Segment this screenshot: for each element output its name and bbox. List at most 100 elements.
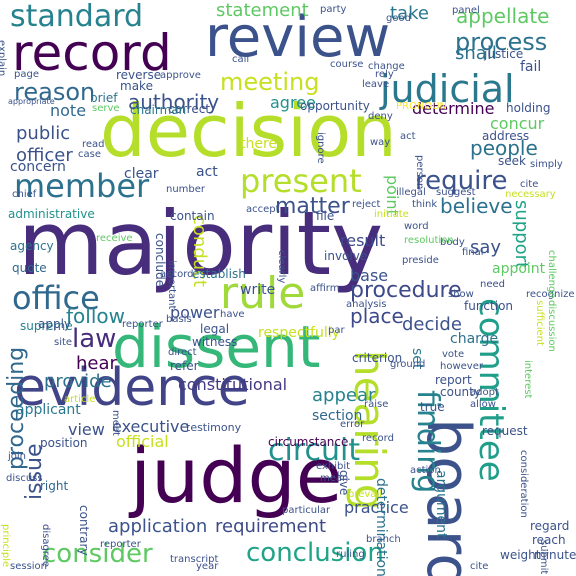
word-cloud-word: make <box>120 79 153 93</box>
word-cloud-word: agree <box>270 93 316 112</box>
word-cloud-word: important <box>166 260 177 310</box>
word-cloud-word: appropriate <box>8 97 55 106</box>
word-cloud-word: law <box>72 324 117 354</box>
word-cloud-word: show <box>448 289 474 300</box>
word-cloud-word: clear <box>124 166 159 182</box>
word-cloud-word: page <box>14 69 39 80</box>
word-cloud-word: justice <box>484 47 524 61</box>
word-cloud-word: seek <box>498 154 526 168</box>
word-cloud-word: right <box>40 479 69 493</box>
word-cloud-word: serve <box>92 103 120 114</box>
word-cloud-word: contrary <box>77 505 91 556</box>
word-cloud-word: request <box>482 424 528 438</box>
word-cloud-word: initiate <box>374 209 409 220</box>
word-cloud-word: refer <box>170 359 199 373</box>
word-cloud-word: concern <box>10 159 66 175</box>
word-cloud-word: respectfully <box>258 325 340 341</box>
word-cloud-word: join <box>8 451 27 462</box>
word-cloud-word: application <box>108 516 208 537</box>
word-cloud-word: judicial <box>380 67 515 111</box>
word-cloud-word: fail <box>520 59 542 75</box>
word-cloud-word: address <box>482 129 530 143</box>
word-cloud-word: act <box>196 164 218 180</box>
word-cloud-word: true <box>420 400 445 414</box>
word-cloud-word: provide <box>44 371 112 392</box>
word-cloud-word: judge <box>130 431 343 520</box>
word-cloud-word: constitutional <box>178 375 288 394</box>
word-cloud-word: cite <box>470 561 489 572</box>
word-cloud-word: shall <box>455 43 497 64</box>
word-cloud-word: practice <box>344 498 409 517</box>
word-cloud-word: approve <box>160 70 201 81</box>
word-cloud-word: basis <box>166 314 192 325</box>
word-cloud-word: accept <box>246 204 280 215</box>
word-cloud-word: ignore <box>315 132 326 164</box>
word-cloud-word: meeting <box>220 68 320 96</box>
word-cloud-word: reach <box>532 533 566 547</box>
word-cloud-word: leave <box>362 79 390 90</box>
word-cloud-word: principle <box>0 524 11 568</box>
word-cloud-word: number <box>166 184 206 195</box>
word-cloud-word: discuss <box>6 473 43 484</box>
word-cloud-word: function <box>464 299 514 313</box>
word-cloud-word: appellate <box>456 4 550 28</box>
word-cloud-word: contain <box>170 209 215 223</box>
word-cloud-word: chief <box>12 189 37 200</box>
word-cloud-word: way <box>370 137 391 148</box>
word-cloud-word: course <box>330 59 364 70</box>
word-cloud-word: position <box>40 436 88 450</box>
word-cloud-word: final <box>462 247 484 258</box>
word-cloud-word: recognize <box>526 289 575 300</box>
word-cloud-word: mean <box>320 473 349 484</box>
word-cloud-word: holding <box>506 101 551 115</box>
word-cloud-word: requirement <box>215 516 327 537</box>
word-cloud-word: resolution <box>404 235 454 246</box>
word-cloud-word: officer <box>16 145 73 166</box>
word-cloud-word: appear <box>312 385 376 406</box>
word-cloud-word: reason <box>14 78 96 106</box>
word-cloud-word: error <box>340 419 365 430</box>
word-cloud-word: consideration <box>518 450 529 518</box>
word-cloud-word: follow <box>66 304 125 328</box>
word-cloud-word: require <box>415 166 508 196</box>
word-cloud-word: review <box>205 5 391 70</box>
word-cloud-word: executive <box>112 417 190 436</box>
word-cloud-word: body <box>440 237 465 248</box>
word-cloud-word: consider <box>42 539 153 569</box>
word-cloud-word: person <box>414 155 425 190</box>
word-cloud-word: act <box>400 131 416 142</box>
word-cloud-word: authority <box>128 90 220 114</box>
word-cloud-word: correct <box>168 102 211 116</box>
word-cloud-word: preside <box>402 255 439 266</box>
word-cloud-word: party <box>320 4 347 15</box>
word-cloud-word: there <box>240 136 278 152</box>
word-cloud-word: public <box>16 123 71 144</box>
word-cloud-word: minute <box>534 548 576 562</box>
word-cloud-word: site <box>54 337 73 348</box>
word-cloud-word: official <box>116 432 169 451</box>
word-cloud-word: vote <box>442 349 465 360</box>
word-cloud-word: base <box>350 266 389 285</box>
word-cloud-word: member <box>14 167 150 205</box>
word-cloud-word: direct <box>168 347 197 358</box>
word-cloud-word: reverse <box>116 68 162 82</box>
word-cloud-word: rule <box>220 268 306 319</box>
word-cloud-word: chairman <box>130 103 187 117</box>
word-cloud-word: ground <box>390 359 426 370</box>
word-cloud-word: quote <box>12 261 47 275</box>
word-cloud-word: accord <box>160 269 194 280</box>
word-cloud-word: decide <box>402 314 462 335</box>
word-cloud-word: procedure <box>350 278 462 303</box>
word-cloud-word: matter <box>275 194 350 219</box>
word-cloud-word: good <box>386 13 411 24</box>
word-cloud-word: particular <box>282 505 331 516</box>
word-cloud-word: believe <box>440 194 513 218</box>
word-cloud-word: raise <box>364 399 389 410</box>
word-cloud-word: par <box>328 325 345 336</box>
word-cloud-word: weight <box>500 548 541 562</box>
word-cloud-word: brief <box>90 91 118 105</box>
word-cloud-word: affirm <box>310 283 340 294</box>
word-cloud-word: people <box>470 136 538 160</box>
word-cloud-word: legal <box>200 322 230 336</box>
word-cloud-word: administrative <box>8 207 95 221</box>
